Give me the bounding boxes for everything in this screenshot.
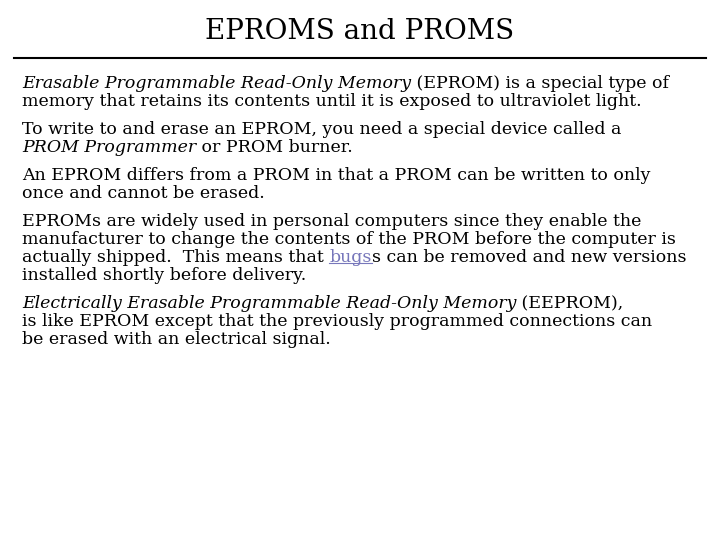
Text: An EPROM differs from a PROM in that a PROM can be written to only: An EPROM differs from a PROM in that a P… <box>22 167 650 184</box>
Text: To write to and erase an EPROM, you need a special device called a: To write to and erase an EPROM, you need… <box>22 121 621 138</box>
Text: EPROMS and PROMS: EPROMS and PROMS <box>205 18 515 45</box>
Text: bugs: bugs <box>329 249 372 266</box>
Text: memory that retains its contents until it is exposed to ultraviolet light.: memory that retains its contents until i… <box>22 93 642 110</box>
Text: EPROMs are widely used in personal computers since they enable the: EPROMs are widely used in personal compu… <box>22 213 642 230</box>
Text: Erasable Programmable Read-Only Memory: Erasable Programmable Read-Only Memory <box>22 75 411 92</box>
Text: installed shortly before delivery.: installed shortly before delivery. <box>22 267 306 284</box>
Text: s can be removed and new versions: s can be removed and new versions <box>372 249 686 266</box>
Text: PROM Programmer: PROM Programmer <box>22 139 196 156</box>
Text: is like EPROM except that the previously programmed connections can: is like EPROM except that the previously… <box>22 313 652 330</box>
Text: once and cannot be erased.: once and cannot be erased. <box>22 185 265 202</box>
Text: or PROM burner.: or PROM burner. <box>196 139 353 156</box>
Text: manufacturer to change the contents of the PROM before the computer is: manufacturer to change the contents of t… <box>22 231 676 248</box>
Text: (EPROM) is a special type of: (EPROM) is a special type of <box>411 75 669 92</box>
Text: be erased with an electrical signal.: be erased with an electrical signal. <box>22 331 330 348</box>
Text: Electrically Erasable Programmable Read-Only Memory: Electrically Erasable Programmable Read-… <box>22 295 516 312</box>
Text: actually shipped.  This means that: actually shipped. This means that <box>22 249 329 266</box>
Text: (EEPROM),: (EEPROM), <box>516 295 624 312</box>
